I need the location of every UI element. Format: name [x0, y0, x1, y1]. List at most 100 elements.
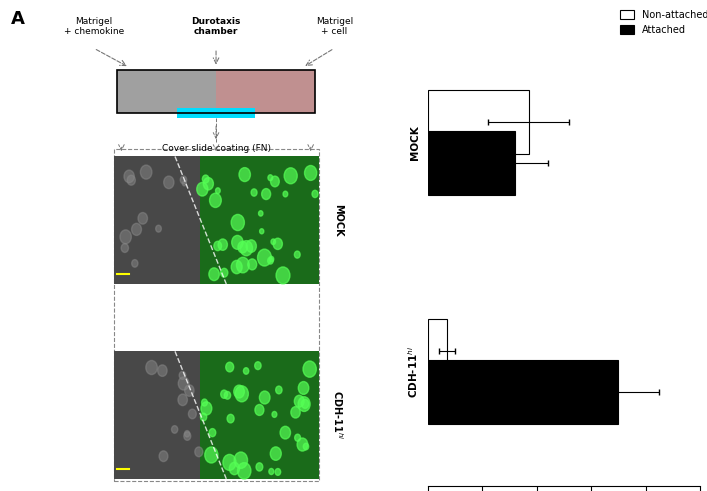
Circle shape [303, 443, 309, 450]
Circle shape [255, 405, 264, 415]
Text: MOCK: MOCK [333, 204, 344, 237]
Circle shape [185, 431, 189, 437]
Bar [199, 352, 319, 479]
Circle shape [276, 267, 290, 284]
Circle shape [205, 447, 218, 463]
Circle shape [291, 407, 300, 418]
Circle shape [204, 178, 214, 190]
Circle shape [240, 241, 252, 256]
Circle shape [182, 181, 187, 186]
Circle shape [231, 215, 245, 231]
Circle shape [178, 394, 187, 406]
Circle shape [297, 438, 308, 451]
Circle shape [214, 241, 221, 250]
Circle shape [172, 426, 177, 433]
Bar [117, 70, 216, 113]
Circle shape [227, 414, 234, 423]
Text: Matrigel
+ chemokine: Matrigel + chemokine [64, 17, 124, 36]
Circle shape [235, 386, 248, 402]
Circle shape [271, 176, 279, 187]
Circle shape [159, 451, 168, 462]
Circle shape [180, 176, 187, 184]
Circle shape [294, 395, 304, 407]
Circle shape [146, 360, 158, 375]
Circle shape [276, 386, 282, 394]
Circle shape [141, 165, 152, 179]
Circle shape [178, 377, 189, 390]
Circle shape [234, 452, 247, 468]
Legend: Non-attached, Attached: Non-attached, Attached [620, 10, 707, 35]
Circle shape [271, 239, 276, 245]
Circle shape [234, 385, 245, 398]
Bar [117, 70, 315, 113]
Circle shape [268, 257, 273, 264]
Bar [114, 157, 212, 284]
Text: A: A [11, 10, 25, 27]
Circle shape [239, 167, 250, 182]
Circle shape [270, 447, 281, 461]
Circle shape [259, 391, 270, 404]
Bar [114, 352, 319, 479]
Circle shape [236, 257, 250, 273]
Circle shape [216, 188, 220, 193]
Circle shape [303, 361, 316, 377]
Circle shape [201, 402, 212, 415]
Bar [114, 149, 319, 481]
Circle shape [121, 244, 129, 252]
Text: CDH-11$^{hi}$: CDH-11$^{hi}$ [332, 390, 345, 440]
Circle shape [262, 189, 271, 199]
Bar [428, 319, 447, 383]
Circle shape [127, 175, 135, 185]
Circle shape [223, 454, 236, 470]
Circle shape [280, 426, 291, 439]
Circle shape [283, 191, 288, 197]
Bar [199, 157, 319, 284]
Circle shape [246, 240, 257, 252]
Bar [428, 360, 619, 424]
Circle shape [238, 463, 251, 479]
Circle shape [312, 191, 318, 197]
Circle shape [275, 468, 281, 475]
Circle shape [272, 411, 277, 417]
Circle shape [164, 176, 174, 189]
Circle shape [231, 260, 242, 273]
Circle shape [179, 371, 186, 380]
Circle shape [247, 259, 257, 270]
Bar [114, 352, 212, 479]
Circle shape [269, 468, 274, 474]
Bar [216, 70, 315, 113]
Circle shape [209, 193, 221, 208]
Circle shape [273, 238, 282, 249]
Text: Matrigel
+ cell: Matrigel + cell [316, 17, 353, 36]
Text: Cover slide coating (FN): Cover slide coating (FN) [161, 144, 271, 154]
Circle shape [269, 256, 274, 262]
Text: B: B [368, 0, 382, 3]
Circle shape [238, 242, 247, 253]
Circle shape [268, 175, 273, 181]
Circle shape [158, 365, 167, 377]
Circle shape [298, 382, 309, 394]
Circle shape [229, 463, 240, 475]
Circle shape [132, 260, 138, 267]
Circle shape [257, 249, 271, 266]
Circle shape [202, 175, 209, 183]
Circle shape [295, 434, 300, 441]
Circle shape [243, 368, 249, 374]
Text: Durotaxis
chamber: Durotaxis chamber [192, 17, 240, 36]
Circle shape [195, 447, 203, 457]
Circle shape [201, 413, 206, 421]
Circle shape [259, 229, 264, 234]
Bar [114, 157, 319, 284]
Circle shape [209, 429, 216, 436]
Circle shape [120, 230, 132, 244]
Circle shape [201, 399, 207, 406]
Bar [428, 131, 515, 195]
Circle shape [251, 189, 257, 196]
Circle shape [256, 463, 263, 471]
Circle shape [124, 170, 134, 183]
Circle shape [259, 211, 263, 216]
Circle shape [294, 251, 300, 258]
Circle shape [301, 399, 309, 409]
Circle shape [224, 391, 230, 399]
Circle shape [156, 225, 161, 232]
